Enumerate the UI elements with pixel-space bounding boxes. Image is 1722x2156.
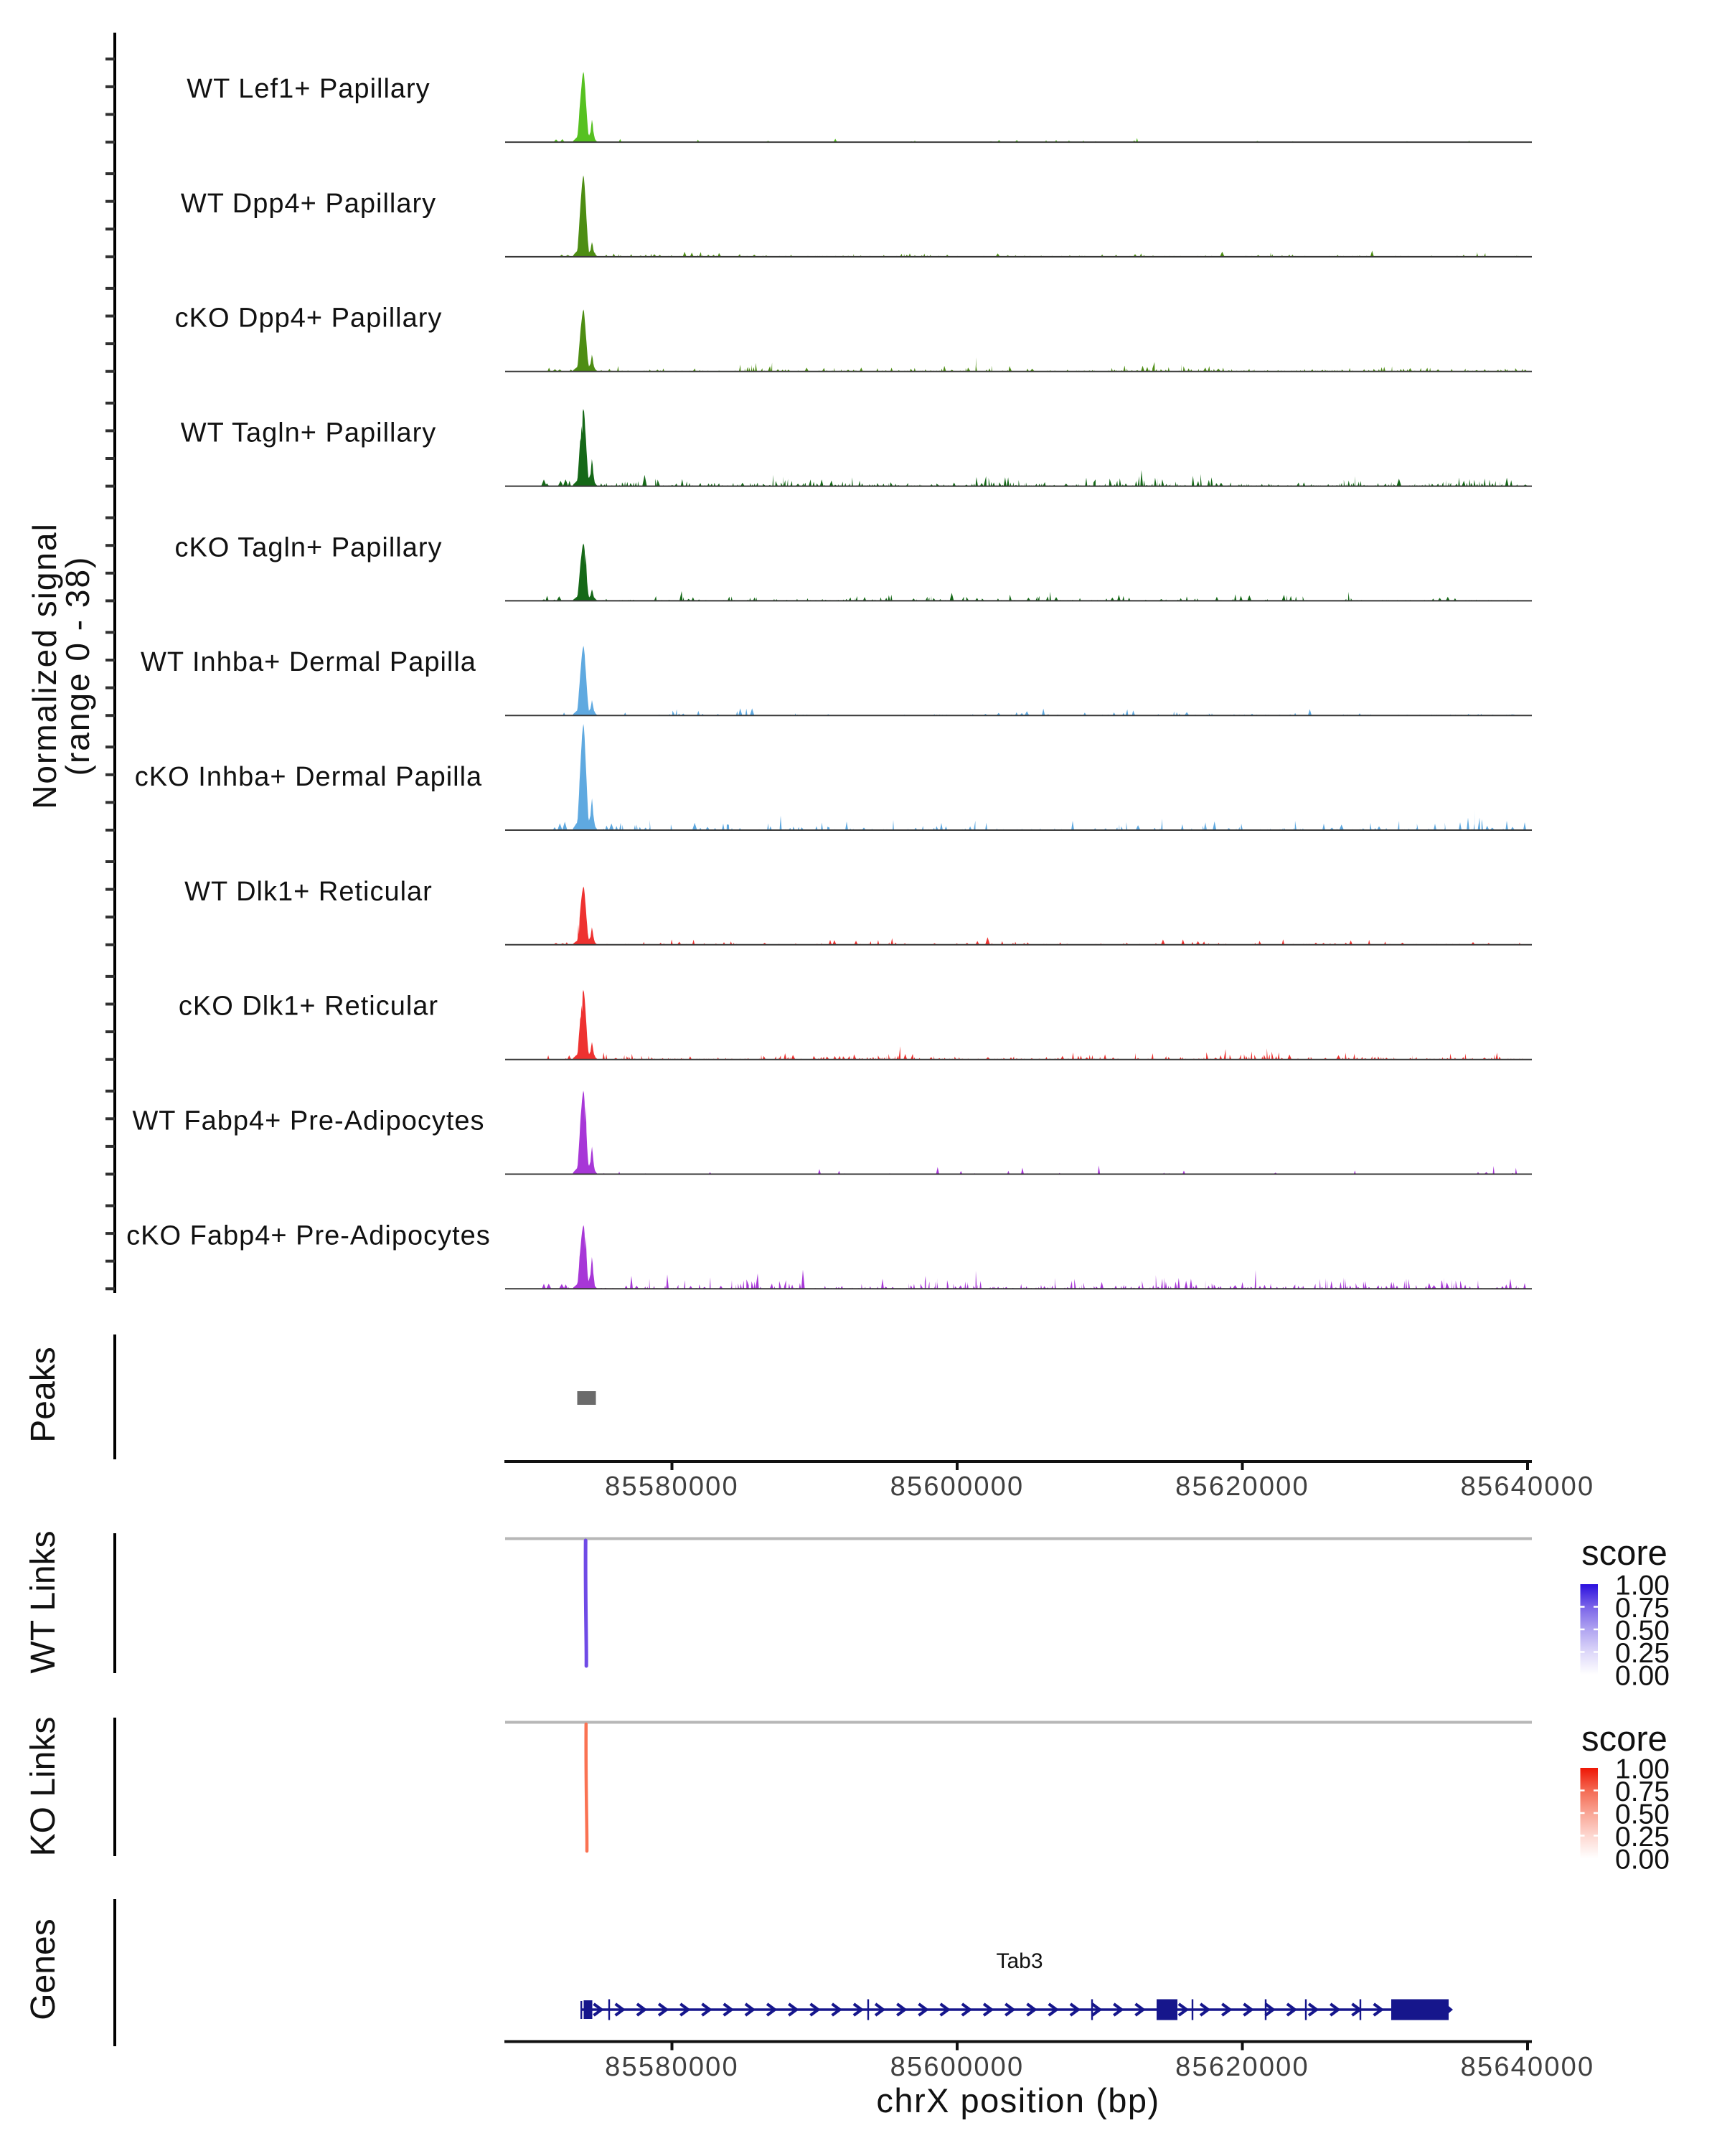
- svg-text:cKO Inhba+ Dermal Papilla: cKO Inhba+ Dermal Papilla: [135, 762, 482, 792]
- svg-text:85640000: 85640000: [1461, 2052, 1595, 2082]
- svg-text:cKO Tagln+ Papillary: cKO Tagln+ Papillary: [174, 532, 442, 562]
- svg-text:cKO Dlk1+ Reticular: cKO Dlk1+ Reticular: [179, 992, 438, 1022]
- svg-text:score: score: [1581, 1720, 1667, 1759]
- svg-text:85580000: 85580000: [605, 1472, 739, 1502]
- svg-text:85620000: 85620000: [1175, 1472, 1309, 1502]
- svg-text:WT Tagln+ Papillary: WT Tagln+ Papillary: [181, 418, 437, 448]
- svg-text:score: score: [1581, 1534, 1667, 1573]
- svg-text:1.00: 1.00: [1615, 1571, 1670, 1601]
- svg-text:cKO Fabp4+ Pre-Adipocytes: cKO Fabp4+ Pre-Adipocytes: [126, 1220, 491, 1251]
- svg-text:0.25: 0.25: [1615, 1822, 1670, 1853]
- svg-text:Peaks: Peaks: [24, 1347, 62, 1442]
- svg-text:85580000: 85580000: [605, 2052, 739, 2082]
- svg-text:0.50: 0.50: [1615, 1616, 1670, 1647]
- svg-text:Tab3: Tab3: [996, 1949, 1043, 1973]
- svg-text:WT Lef1+ Papillary: WT Lef1+ Papillary: [187, 74, 430, 104]
- svg-text:WT Links: WT Links: [24, 1530, 62, 1673]
- svg-text:0.25: 0.25: [1615, 1638, 1670, 1669]
- svg-text:0.00: 0.00: [1615, 1661, 1670, 1692]
- svg-text:0.75: 0.75: [1615, 1593, 1670, 1624]
- svg-text:(range 0 - 38): (range 0 - 38): [59, 556, 96, 776]
- svg-text:WT Inhba+ Dermal Papilla: WT Inhba+ Dermal Papilla: [141, 647, 476, 677]
- svg-text:1.00: 1.00: [1615, 1754, 1670, 1785]
- svg-text:WT Fabp4+ Pre-Adipocytes: WT Fabp4+ Pre-Adipocytes: [132, 1106, 484, 1136]
- svg-text:0.75: 0.75: [1615, 1776, 1670, 1807]
- svg-text:WT Dpp4+ Papillary: WT Dpp4+ Papillary: [181, 189, 436, 219]
- svg-text:cKO Dpp4+ Papillary: cKO Dpp4+ Papillary: [175, 303, 443, 334]
- svg-text:85620000: 85620000: [1175, 2052, 1309, 2082]
- svg-text:0.50: 0.50: [1615, 1799, 1670, 1830]
- svg-text:Normalized signal: Normalized signal: [26, 522, 63, 809]
- svg-text:0.00: 0.00: [1615, 1845, 1670, 1875]
- svg-text:85640000: 85640000: [1461, 1472, 1595, 1502]
- svg-text:WT Dlk1+ Reticular: WT Dlk1+ Reticular: [184, 877, 433, 907]
- svg-text:85600000: 85600000: [890, 1472, 1025, 1502]
- svg-text:chrX position (bp): chrX position (bp): [876, 2081, 1159, 2119]
- svg-text:85600000: 85600000: [890, 2052, 1025, 2082]
- svg-text:KO Links: KO Links: [24, 1717, 62, 1857]
- svg-text:Genes: Genes: [24, 1919, 62, 2020]
